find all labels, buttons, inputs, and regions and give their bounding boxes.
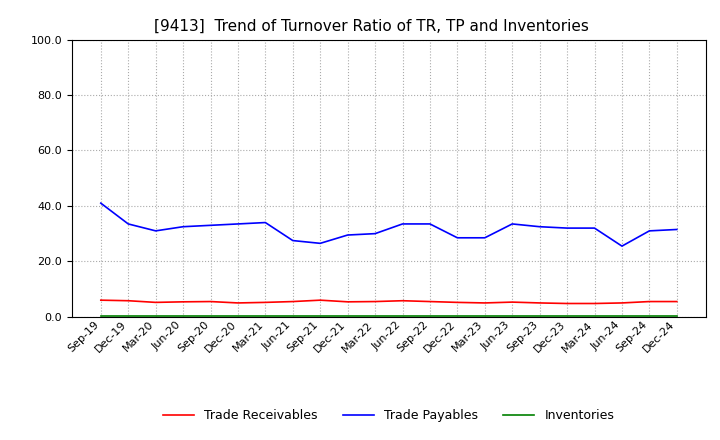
Trade Payables: [536, 224, 544, 229]
Trade Payables: [179, 224, 187, 229]
Text: [9413]  Trend of Turnover Ratio of TR, TP and Inventories: [9413] Trend of Turnover Ratio of TR, TP…: [154, 19, 589, 34]
Inventories: [343, 313, 352, 319]
Trade Receivables: [371, 299, 379, 304]
Inventories: [536, 313, 544, 319]
Trade Payables: [590, 225, 599, 231]
Trade Payables: [96, 201, 105, 206]
Trade Payables: [289, 238, 297, 243]
Inventories: [179, 313, 187, 319]
Inventories: [261, 313, 270, 319]
Inventories: [618, 313, 626, 319]
Trade Payables: [316, 241, 325, 246]
Inventories: [289, 313, 297, 319]
Inventories: [563, 313, 572, 319]
Trade Payables: [151, 228, 160, 234]
Trade Payables: [480, 235, 489, 240]
Trade Receivables: [261, 300, 270, 305]
Inventories: [316, 313, 325, 319]
Trade Receivables: [536, 300, 544, 305]
Trade Receivables: [398, 298, 407, 303]
Trade Payables: [343, 232, 352, 238]
Line: Trade Receivables: Trade Receivables: [101, 300, 677, 304]
Trade Payables: [618, 243, 626, 249]
Trade Payables: [233, 221, 242, 227]
Trade Payables: [672, 227, 681, 232]
Inventories: [590, 313, 599, 319]
Inventories: [426, 313, 434, 319]
Trade Receivables: [343, 299, 352, 304]
Trade Receivables: [508, 300, 516, 305]
Inventories: [151, 313, 160, 319]
Trade Payables: [453, 235, 462, 240]
Trade Receivables: [672, 299, 681, 304]
Inventories: [124, 313, 132, 319]
Trade Receivables: [590, 301, 599, 306]
Trade Receivables: [563, 301, 572, 306]
Trade Payables: [124, 221, 132, 227]
Inventories: [508, 313, 516, 319]
Trade Receivables: [124, 298, 132, 303]
Trade Payables: [398, 221, 407, 227]
Inventories: [96, 313, 105, 319]
Inventories: [233, 313, 242, 319]
Inventories: [398, 313, 407, 319]
Inventories: [480, 313, 489, 319]
Inventories: [371, 313, 379, 319]
Trade Payables: [261, 220, 270, 225]
Trade Receivables: [645, 299, 654, 304]
Trade Receivables: [453, 300, 462, 305]
Trade Payables: [645, 228, 654, 234]
Trade Payables: [426, 221, 434, 227]
Inventories: [453, 313, 462, 319]
Trade Receivables: [151, 300, 160, 305]
Trade Receivables: [480, 300, 489, 305]
Trade Receivables: [426, 299, 434, 304]
Inventories: [645, 313, 654, 319]
Trade Receivables: [618, 300, 626, 305]
Trade Receivables: [96, 297, 105, 303]
Legend: Trade Receivables, Trade Payables, Inventories: Trade Receivables, Trade Payables, Inven…: [158, 404, 619, 427]
Trade Payables: [206, 223, 215, 228]
Inventories: [672, 313, 681, 319]
Trade Payables: [508, 221, 516, 227]
Trade Receivables: [206, 299, 215, 304]
Trade Receivables: [316, 297, 325, 303]
Inventories: [206, 313, 215, 319]
Trade Receivables: [289, 299, 297, 304]
Trade Receivables: [179, 299, 187, 304]
Trade Payables: [371, 231, 379, 236]
Trade Payables: [563, 225, 572, 231]
Trade Receivables: [233, 300, 242, 305]
Line: Trade Payables: Trade Payables: [101, 203, 677, 246]
